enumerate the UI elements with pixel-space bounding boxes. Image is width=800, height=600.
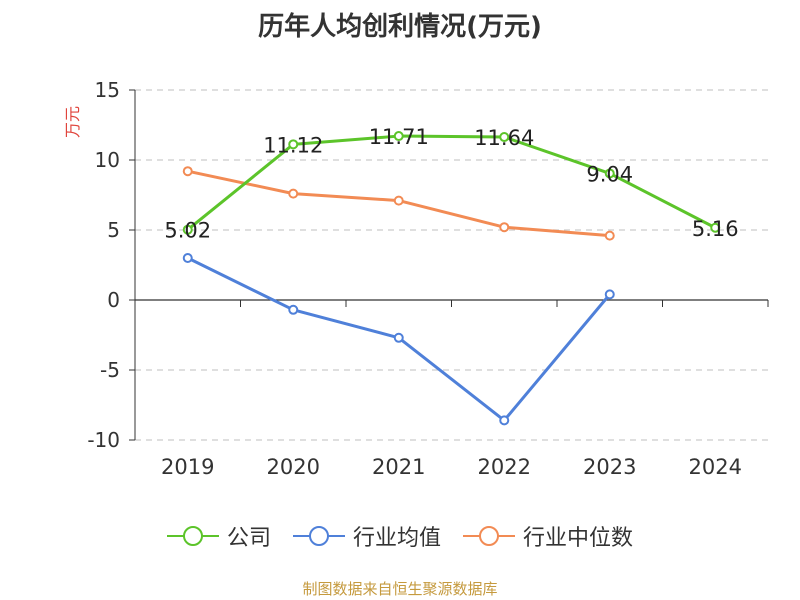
data-point [182, 224, 193, 235]
y-tick-label: -10 [87, 428, 120, 452]
data-label: 5.02 [164, 219, 211, 243]
data-point [499, 222, 510, 233]
data-point [604, 289, 615, 300]
legend-label-industry-mean: 行业均值 [352, 526, 441, 551]
data-source-footer: 制图数据来自恒生聚源数据库 [302, 580, 498, 598]
data-label: 11.12 [263, 133, 323, 157]
series-line [186, 134, 716, 231]
data-point [393, 195, 404, 206]
legend-item-company[interactable]: 公司 [166, 520, 271, 552]
data-point [393, 131, 404, 142]
chart-legend: 公司 行业均值 行业中位数 [0, 520, 800, 552]
y-tick-label: 15 [95, 78, 120, 102]
data-point [499, 415, 510, 426]
data-point [288, 188, 299, 199]
legend-item-industry-median[interactable]: 行业中位数 [463, 520, 633, 552]
x-tick-label: 2024 [689, 455, 742, 479]
legend-item-industry-mean[interactable]: 行业均值 [292, 520, 441, 552]
data-point [604, 168, 615, 179]
data-label: 9.04 [586, 162, 633, 186]
data-point [288, 139, 299, 150]
legend-label-company: 公司 [226, 526, 271, 551]
data-point [393, 332, 404, 343]
chart-title: 历年人均创利情况(万元) [258, 12, 542, 42]
data-label: 11.64 [474, 126, 534, 150]
legend-swatch-company [166, 526, 219, 546]
legend-label-industry-median: 行业中位数 [523, 526, 634, 551]
data-label: 11.71 [369, 125, 429, 149]
data-label: 5.16 [692, 217, 739, 241]
x-tick-label: 2023 [583, 455, 636, 479]
x-tick-label: 2019 [161, 455, 214, 479]
data-point [710, 222, 721, 233]
data-point [182, 166, 193, 177]
data-point [182, 253, 193, 263]
data-point [499, 132, 510, 143]
legend-swatch-industry-mean [292, 526, 345, 546]
y-axis-label: 万元 [63, 106, 82, 138]
y-tick-label: 0 [107, 288, 120, 312]
x-tick-label: 2020 [267, 455, 320, 479]
y-tick-label: 5 [107, 218, 120, 242]
y-tick-label: 10 [95, 148, 120, 172]
x-tick-label: 2021 [372, 455, 425, 479]
x-tick-label: 2022 [478, 455, 531, 479]
data-point [288, 304, 299, 315]
y-tick-label: -5 [100, 358, 120, 382]
data-point [604, 230, 615, 241]
legend-swatch-industry-median [463, 526, 515, 546]
